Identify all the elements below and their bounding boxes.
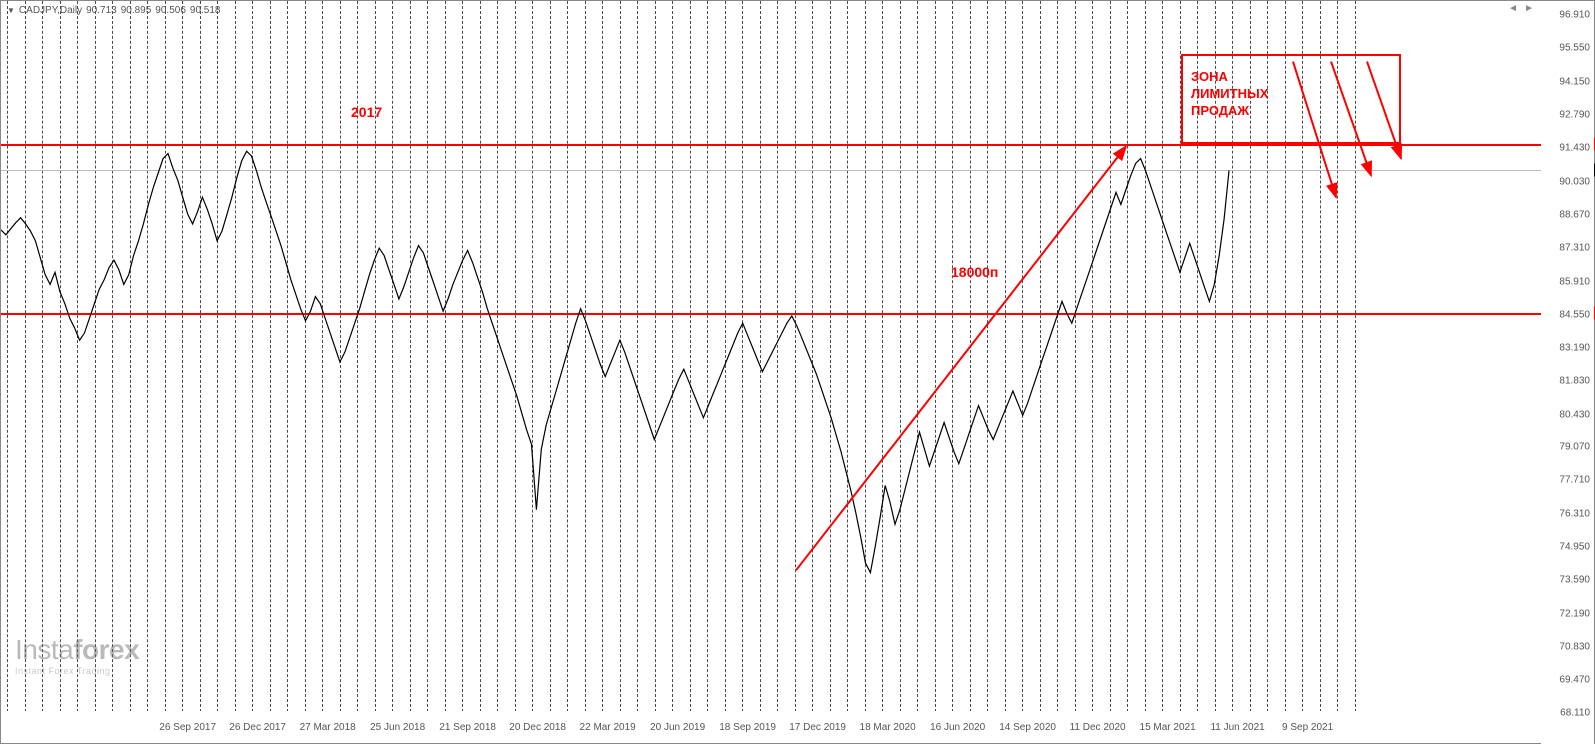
x-tick: 14 Sep 2020 xyxy=(999,722,1056,733)
x-tick: 9 Sep 2021 xyxy=(1282,722,1333,733)
y-tick: 73.590 xyxy=(1559,575,1590,586)
scroll-right-icon[interactable]: ► xyxy=(1524,3,1534,14)
ohlc-low: 90.506 xyxy=(155,5,186,16)
x-tick: 20 Jun 2019 xyxy=(650,722,705,733)
y-tick: 90.030 xyxy=(1559,176,1590,187)
plot-area[interactable]: 2017 18000п ЗОНА ЛИМИТНЫХ ПРОДАЖ ▼ CADJP… xyxy=(1,1,1543,713)
y-tick: 88.670 xyxy=(1559,209,1590,220)
x-tick: 18 Sep 2019 xyxy=(719,722,776,733)
ohlc-high: 90.895 xyxy=(121,5,152,16)
y-tick: 74.950 xyxy=(1559,542,1590,553)
x-tick: 16 Jun 2020 xyxy=(930,722,985,733)
scroll-left-icon[interactable]: ◄ xyxy=(1508,3,1518,14)
limit-sell-zone-label: ЗОНА ЛИМИТНЫХ ПРОДАЖ xyxy=(1191,69,1268,120)
watermark-logo: Instaforex Instant Forex Trading xyxy=(15,634,139,676)
x-tick: 27 Mar 2018 xyxy=(300,722,356,733)
y-tick: 83.190 xyxy=(1559,342,1590,353)
y-axis: 96.910 95.550 94.150 92.790 91.430 90.030 88.6… xyxy=(1541,1,1594,744)
dropdown-triangle-icon[interactable]: ▼ xyxy=(7,6,15,15)
y-tick: 85.910 xyxy=(1559,276,1590,287)
y-tick: 80.430 xyxy=(1559,409,1590,420)
x-tick: 11 Dec 2020 xyxy=(1070,722,1126,733)
x-tick: 20 Dec 2018 xyxy=(509,722,566,733)
y-tick: 92.790 xyxy=(1559,110,1590,121)
y-tick: 87.310 xyxy=(1559,242,1590,253)
y-tick: 72.190 xyxy=(1559,609,1590,620)
x-tick: 26 Dec 2017 xyxy=(229,722,286,733)
y-tick: 91.430 xyxy=(1559,143,1590,154)
symbol-info-bar: ▼ CADJPY,Daily 90.713 90.895 90.506 90.5… xyxy=(7,5,220,16)
y-tick: 77.710 xyxy=(1559,475,1590,486)
y-tick: 70.830 xyxy=(1559,642,1590,653)
x-tick: 15 Mar 2021 xyxy=(1140,722,1196,733)
ohlc-close: 90.518 xyxy=(190,5,221,16)
zone-label-line1: ЗОНА xyxy=(1191,69,1228,84)
annotation-year-2017: 2017 xyxy=(351,104,382,120)
y-tick: 79.070 xyxy=(1559,442,1590,453)
y-tick: 69.470 xyxy=(1559,675,1590,686)
x-tick: 25 Jun 2018 xyxy=(370,722,425,733)
zone-label-line2: ЛИМИТНЫХ xyxy=(1191,86,1268,101)
y-tick: 68.110 xyxy=(1560,708,1590,719)
x-tick: 18 Mar 2020 xyxy=(860,722,916,733)
x-tick: 26 Sep 2017 xyxy=(159,722,216,733)
y-tick: 95.550 xyxy=(1559,43,1590,54)
chart-container: 2017 18000п ЗОНА ЛИМИТНЫХ ПРОДАЖ ▼ CADJP… xyxy=(0,0,1595,744)
x-tick: 17 Dec 2019 xyxy=(789,722,846,733)
annotation-move-18000: 18000п xyxy=(951,264,998,280)
y-tick: 94.150 xyxy=(1559,77,1590,88)
x-tick: 21 Sep 2018 xyxy=(439,722,496,733)
y-tick: 84.550 xyxy=(1559,309,1590,320)
x-tick: 11 Jun 2021 xyxy=(1210,722,1264,733)
y-tick: 81.830 xyxy=(1559,375,1590,386)
y-tick: 76.310 xyxy=(1559,509,1590,520)
ohlc-open: 90.713 xyxy=(86,5,117,16)
zone-label-line3: ПРОДАЖ xyxy=(1191,103,1249,118)
symbol-label: CADJPY,Daily xyxy=(19,5,82,16)
x-axis: 26 Sep 2017 26 Dec 2017 27 Mar 2018 25 Jun … xyxy=(1,711,1543,743)
x-tick: 22 Mar 2019 xyxy=(580,722,636,733)
y-tick: 96.910 xyxy=(1559,10,1590,21)
